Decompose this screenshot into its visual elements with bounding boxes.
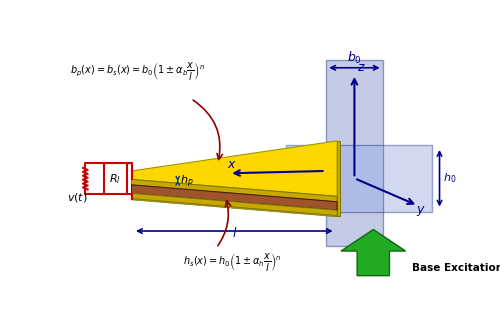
Polygon shape: [132, 141, 337, 196]
Polygon shape: [132, 185, 337, 210]
Polygon shape: [341, 230, 406, 276]
Polygon shape: [132, 193, 337, 216]
Text: $h_0$: $h_0$: [444, 171, 457, 185]
Polygon shape: [132, 199, 337, 217]
Text: $h_s(x) = h_0\left(1 \pm \alpha_h\dfrac{x}{l}\right)^n$: $h_s(x) = h_0\left(1 \pm \alpha_h\dfrac{…: [183, 251, 282, 273]
Polygon shape: [286, 145, 432, 212]
Text: $x$: $x$: [227, 158, 237, 171]
Polygon shape: [337, 141, 340, 216]
Text: $y$: $y$: [416, 204, 426, 218]
Text: Base Excitation: Base Excitation: [412, 263, 500, 273]
Text: $l$: $l$: [232, 226, 237, 240]
Text: $b_p(x) = b_s(x) = b_0\left(1 \pm \alpha_b\dfrac{x}{l}\right)^n$: $b_p(x) = b_s(x) = b_0\left(1 \pm \alpha…: [70, 60, 205, 82]
Text: $z$: $z$: [356, 61, 366, 74]
Text: $v(t)$: $v(t)$: [67, 191, 88, 204]
Bar: [104, 163, 127, 194]
Polygon shape: [326, 60, 384, 247]
Text: $R_l$: $R_l$: [110, 172, 122, 186]
Text: $b_0$: $b_0$: [347, 50, 362, 66]
Polygon shape: [326, 145, 384, 212]
Text: $h_p$: $h_p$: [180, 174, 194, 190]
Polygon shape: [132, 179, 337, 202]
